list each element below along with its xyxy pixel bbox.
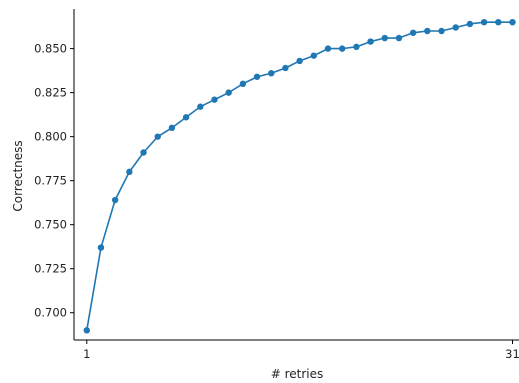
data-point-0-10 [225,89,232,96]
data-point-0-25 [438,27,445,35]
data-point-0-27 [466,20,474,28]
data-point-0-24 [424,27,431,35]
data-point-0-20 [367,38,374,45]
data-point-0-15 [296,57,303,65]
data-point-0-13 [268,70,275,77]
y-tick-label-2: 0.750 [34,218,67,232]
x-tick-label-0: 1 [83,347,90,361]
y-tick-label-5: 0.825 [34,86,67,100]
data-point-0-30 [509,19,516,26]
data-point-0-8 [197,103,204,110]
series-line-0 [85,21,514,332]
y-tick-label-4: 0.800 [34,130,67,144]
data-point-0-18 [339,45,346,52]
data-point-0-4 [140,149,147,156]
x-tick-label-1: 31 [505,347,519,361]
y-axis-label: Correctness [11,140,25,211]
y-tick-label-6: 0.850 [34,42,67,56]
data-point-0-5 [154,133,161,140]
data-point-0-11 [239,80,247,88]
data-point-0-23 [409,29,417,36]
data-point-0-22 [395,34,403,42]
data-point-0-21 [381,34,388,42]
axes: 0.700 0.725 0.750 0.775 0.800 0.825 0.850 1 31 [34,9,519,361]
data-point-0-3 [126,168,133,176]
plot-area [83,19,516,334]
data-point-0-29 [495,19,502,26]
data-point-0-14 [282,64,289,72]
y-tick-label-0: 0.700 [34,306,67,320]
data-point-0-16 [310,52,318,59]
y-tick-label-3: 0.775 [34,174,67,188]
data-point-0-7 [182,114,190,121]
data-point-0-1 [97,244,105,251]
data-point-0-12 [253,73,261,80]
data-point-0-19 [353,43,360,51]
data-point-0-0 [83,327,90,334]
data-point-0-26 [452,24,459,31]
data-point-0-2 [111,196,119,204]
x-axis-label: # retries [271,367,324,381]
data-point-0-28 [480,19,488,26]
data-point-0-17 [324,45,332,52]
data-point-0-9 [211,96,218,103]
y-tick-label-1: 0.725 [34,262,67,276]
data-point-0-6 [168,124,176,132]
